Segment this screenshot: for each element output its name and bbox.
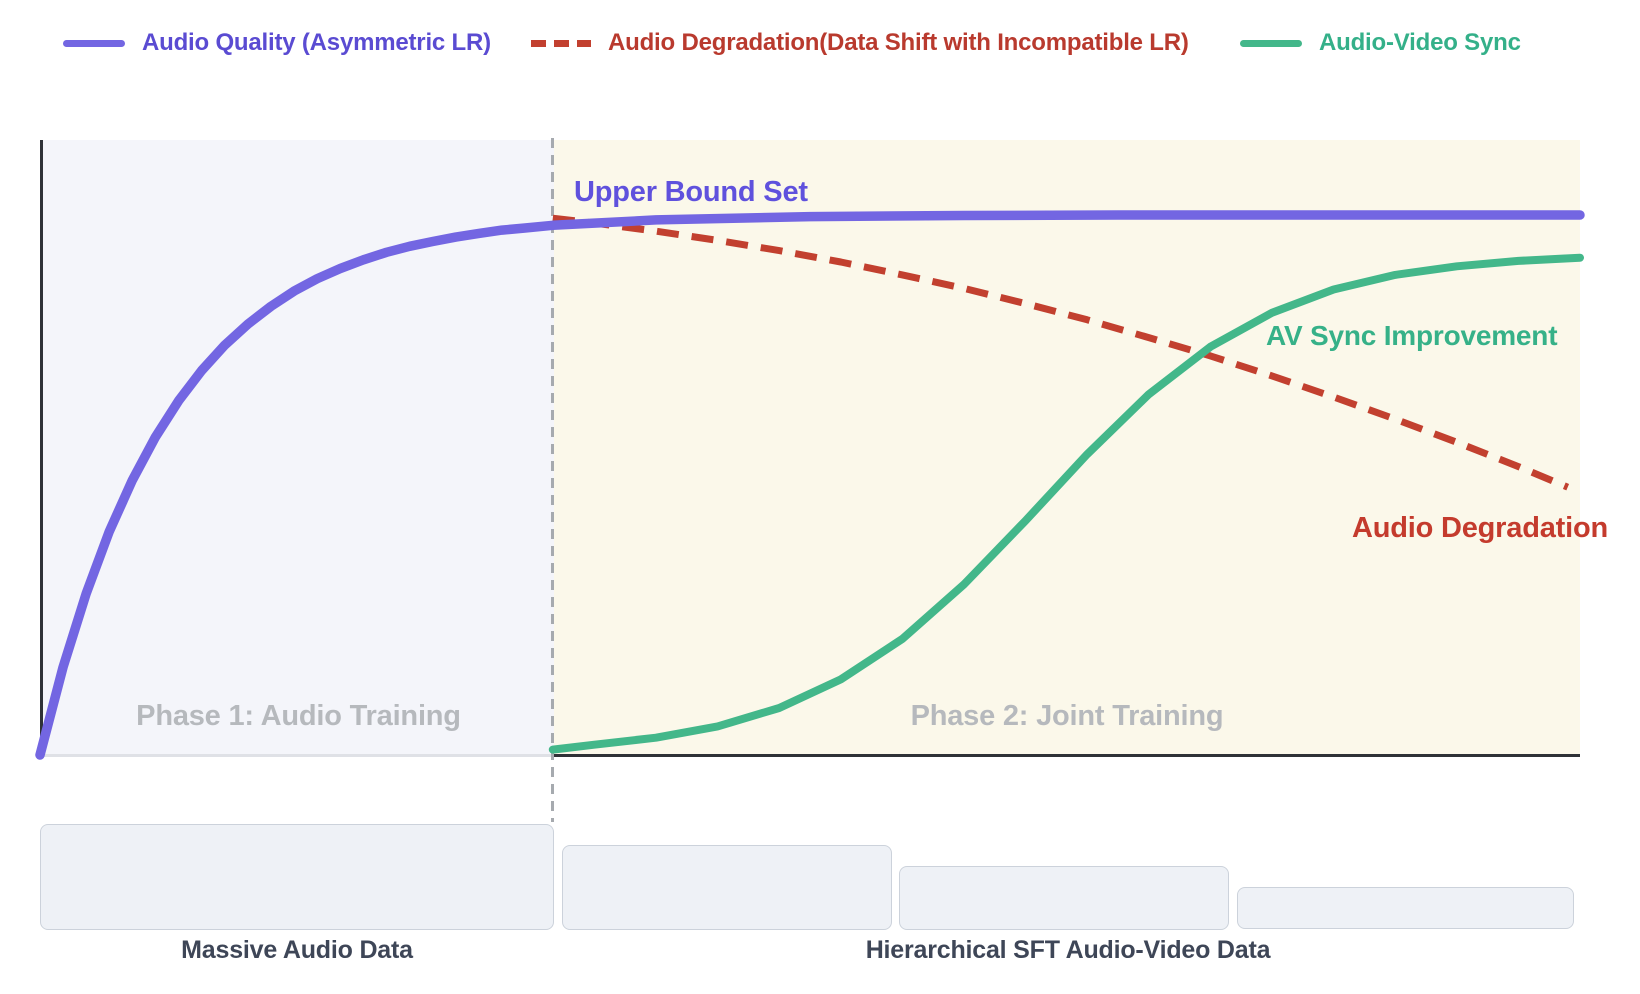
legend-label-audio-quality: Audio Quality (Asymmetric LR)	[142, 29, 491, 56]
legend-item-audio-quality: Audio Quality (Asymmetric LR)	[63, 28, 491, 58]
legend-dash-swatch-red	[531, 39, 591, 47]
audio-degradation-annotation: Audio Degradation	[1352, 512, 1608, 544]
curves-svg	[35, 210, 1585, 760]
phase2-label: Phase 2: Joint Training	[910, 700, 1224, 732]
audio-video-sync-curve	[548, 253, 1584, 754]
legend-line-swatch-purple	[63, 39, 125, 47]
upper-bound-annotation: Upper Bound Set	[574, 176, 808, 208]
hierarchical-sft-label: Hierarchical SFT Audio-Video Data	[865, 936, 1271, 964]
legend-item-audio-degradation: Audio Degradation(Data Shift with Incomp…	[531, 28, 1189, 58]
sft-data-box-2	[899, 866, 1229, 930]
y-axis	[40, 140, 43, 757]
massive-audio-data-box	[40, 824, 554, 930]
phase-divider-dashed-line	[551, 138, 554, 822]
legend-item-audio-video-sync: Audio-Video Sync	[1240, 28, 1521, 58]
audio-degradation-curve	[552, 214, 1570, 491]
av-sync-annotation: AV Sync Improvement	[1266, 320, 1558, 351]
legend-label-audio-degradation: Audio Degradation(Data Shift with Incomp…	[608, 29, 1189, 56]
legend-label-audio-video-sync: Audio-Video Sync	[1319, 29, 1521, 56]
massive-audio-data-label: Massive Audio Data	[181, 936, 413, 964]
phase1-label: Phase 1: Audio Training	[136, 700, 461, 732]
phase1-region	[43, 140, 554, 757]
sft-data-box-3	[1237, 887, 1574, 929]
audio-quality-curve	[35, 210, 1585, 760]
x-axis	[40, 754, 1580, 757]
legend-line-swatch-green	[1240, 39, 1302, 47]
sft-data-box-1	[562, 845, 892, 930]
phase2-region	[554, 140, 1580, 754]
